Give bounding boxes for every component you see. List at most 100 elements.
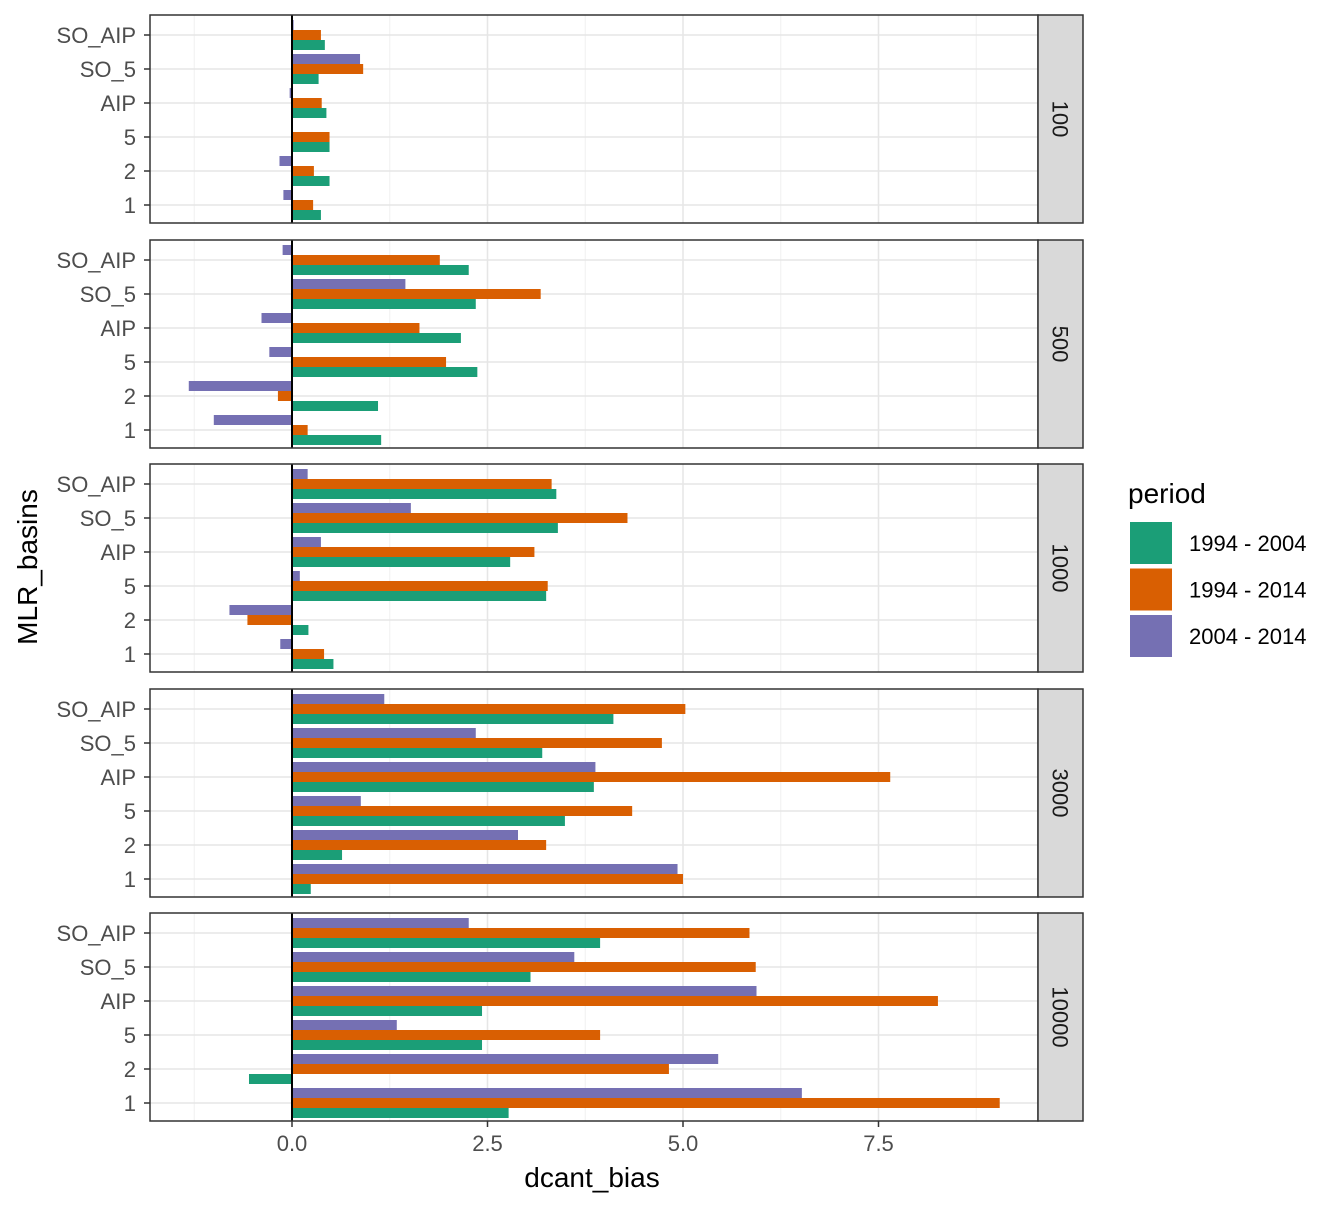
facet-strip: [1037, 463, 1084, 673]
y-axis-title: MLR_basins: [12, 489, 43, 645]
y-tick-label: 5: [124, 799, 136, 824]
bar: [292, 996, 938, 1006]
x-tick-label: 5.0: [668, 1131, 699, 1156]
y-tick-label: 1: [124, 418, 136, 443]
bar: [292, 581, 548, 591]
bar: [289, 88, 292, 98]
bar: [292, 401, 379, 411]
x-axis-title: dcant_bias: [524, 1162, 659, 1193]
bar: [292, 816, 565, 826]
bar: [292, 479, 552, 489]
legend-swatch: [1130, 522, 1172, 564]
bar: [292, 1108, 509, 1118]
bar: [292, 830, 518, 840]
y-tick-label: SO_AIP: [57, 23, 136, 48]
facet-strip-label: 500: [1048, 326, 1073, 363]
bar: [292, 591, 547, 601]
bar: [261, 313, 292, 323]
x-tick-label: 7.5: [863, 1131, 894, 1156]
bar: [279, 156, 292, 166]
y-tick-label: 2: [124, 384, 136, 409]
y-tick-label: 2: [124, 1057, 136, 1082]
bar: [292, 728, 476, 738]
y-tick-label: 1: [124, 193, 136, 218]
bar: [292, 918, 469, 928]
y-tick-label: 2: [124, 159, 136, 184]
facet-panel: 1 2 5 AIP SO_5 SO_AIP 10000: [57, 912, 1084, 1122]
bar: [292, 1064, 669, 1074]
facet-panel: 1 2 5 AIP SO_5 SO_AIP 3000: [57, 688, 1084, 898]
bar: [292, 1020, 397, 1030]
legend-swatch: [1130, 568, 1172, 611]
bar: [292, 986, 757, 996]
bar: [292, 489, 557, 499]
x-tick-label: 0.0: [277, 1131, 308, 1156]
legend-swatch: [1130, 615, 1172, 657]
y-tick-label: AIP: [101, 91, 136, 116]
bar: [292, 1006, 483, 1016]
bar: [292, 694, 385, 704]
bar: [292, 874, 683, 884]
bar: [292, 513, 628, 523]
bar: [292, 649, 325, 659]
y-tick-label: SO_AIP: [57, 921, 136, 946]
y-tick-label: SO_5: [80, 506, 136, 531]
bar: [292, 166, 314, 176]
bar: [277, 391, 292, 401]
bar: [292, 714, 614, 724]
bar: [283, 190, 292, 200]
bar: [292, 928, 750, 938]
y-tick-label: 5: [124, 574, 136, 599]
bar: [247, 615, 292, 625]
bar: [292, 425, 308, 435]
legend-entry-label: 1994 - 2014: [1189, 578, 1306, 603]
facet-panel: 1 2 5 AIP SO_5 SO_AIP 1000: [57, 463, 1084, 673]
bar: [292, 659, 334, 669]
bar: [292, 333, 461, 343]
bar: [213, 415, 292, 425]
facet-strip-label: 1000: [1048, 544, 1073, 593]
bar: [292, 74, 319, 84]
facet-strip: [1037, 14, 1084, 224]
bar: [292, 142, 330, 152]
bar: [292, 884, 311, 894]
y-tick-label: AIP: [101, 765, 136, 790]
facet-strip-label: 3000: [1048, 769, 1073, 818]
y-tick-label: SO_AIP: [57, 697, 136, 722]
panel-background: [150, 15, 1038, 223]
bar: [292, 547, 535, 557]
facet-panel: 1 2 5 AIP SO_5 SO_AIP 100: [57, 14, 1084, 224]
bar: [292, 176, 330, 186]
bar: [292, 469, 308, 479]
bar: [292, 323, 420, 333]
bar: [292, 625, 309, 635]
y-tick-label: 5: [124, 1023, 136, 1048]
x-axis: 0.0 2.5 5.0 7.5: [277, 1121, 894, 1156]
bar: [292, 864, 678, 874]
y-tick-label: 1: [124, 867, 136, 892]
y-tick-label: AIP: [101, 540, 136, 565]
bar: [292, 952, 575, 962]
x-tick-label: 2.5: [472, 1131, 503, 1156]
legend: period 1994 - 2004 1994 - 2014 2004 - 2014: [1128, 478, 1306, 657]
bar: [292, 1030, 601, 1040]
bar: [292, 850, 343, 860]
y-tick-label: 1: [124, 642, 136, 667]
bar: [292, 748, 543, 758]
bar: [292, 279, 406, 289]
bar: [292, 1040, 483, 1050]
facet-strip-label: 10000: [1048, 986, 1073, 1047]
bar: [292, 289, 541, 299]
bar: [292, 200, 314, 210]
bar: [292, 704, 686, 714]
legend-entry-label: 1994 - 2004: [1189, 531, 1306, 556]
y-tick-label: AIP: [101, 316, 136, 341]
y-tick-label: 2: [124, 833, 136, 858]
bar: [188, 381, 292, 391]
bar: [292, 435, 382, 445]
bar: [292, 54, 361, 64]
bar: [292, 367, 478, 377]
bar: [292, 782, 594, 792]
bar: [292, 571, 300, 581]
